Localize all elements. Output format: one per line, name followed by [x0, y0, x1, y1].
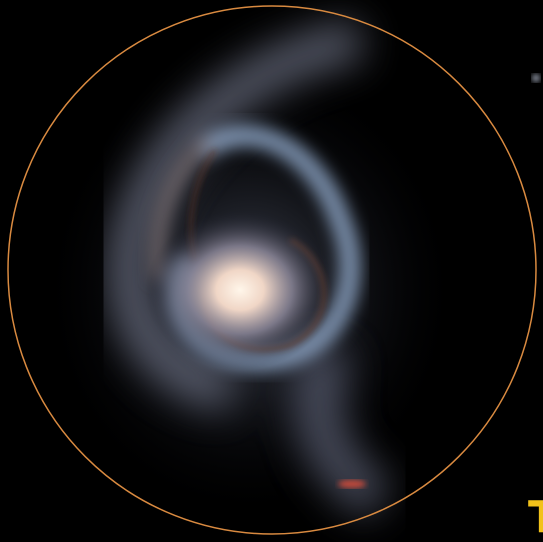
frame-circle [7, 5, 537, 535]
star [532, 74, 540, 82]
core [145, 210, 335, 370]
outer-arms [108, 20, 393, 520]
corner-text: T [528, 492, 543, 542]
background-galaxy [338, 480, 366, 488]
